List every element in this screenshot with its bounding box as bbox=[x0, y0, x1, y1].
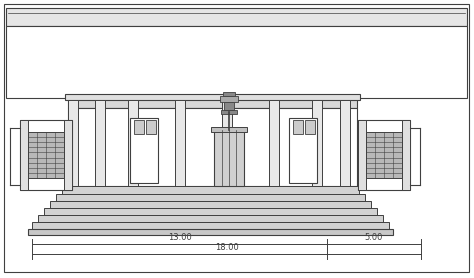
Bar bbox=[134, 120, 144, 134]
Bar bbox=[6, 8, 467, 26]
Text: 13.00: 13.00 bbox=[168, 233, 191, 242]
Bar bbox=[358, 120, 410, 190]
Bar bbox=[128, 100, 138, 186]
Bar bbox=[28, 229, 393, 235]
Bar bbox=[65, 94, 360, 100]
Bar bbox=[224, 102, 234, 110]
Text: 18.00: 18.00 bbox=[215, 243, 238, 252]
Bar bbox=[214, 130, 244, 186]
Bar bbox=[358, 120, 366, 190]
Bar bbox=[175, 100, 185, 186]
Bar bbox=[64, 120, 72, 190]
Bar bbox=[6, 26, 467, 98]
Bar bbox=[312, 100, 322, 186]
Bar bbox=[56, 194, 365, 201]
Bar bbox=[289, 118, 317, 183]
Bar bbox=[223, 92, 235, 96]
Bar bbox=[32, 222, 389, 229]
Bar bbox=[62, 186, 359, 194]
Bar bbox=[95, 100, 105, 186]
Bar bbox=[222, 100, 232, 186]
Bar bbox=[28, 132, 64, 178]
Text: 5.00: 5.00 bbox=[365, 233, 383, 242]
Bar bbox=[44, 208, 377, 215]
Bar bbox=[20, 120, 72, 190]
Bar bbox=[50, 201, 371, 208]
Bar bbox=[68, 108, 357, 186]
Bar bbox=[211, 127, 247, 132]
Bar bbox=[402, 120, 410, 190]
Bar bbox=[220, 96, 238, 102]
Bar bbox=[38, 215, 383, 222]
Bar bbox=[68, 100, 78, 186]
Bar bbox=[20, 120, 28, 190]
Bar bbox=[269, 100, 279, 186]
Bar bbox=[130, 118, 158, 183]
Bar bbox=[68, 98, 357, 108]
Bar bbox=[366, 132, 402, 178]
Bar bbox=[146, 120, 156, 134]
Bar bbox=[221, 110, 237, 114]
Bar bbox=[305, 120, 315, 134]
Bar bbox=[340, 100, 350, 186]
Bar bbox=[293, 120, 303, 134]
